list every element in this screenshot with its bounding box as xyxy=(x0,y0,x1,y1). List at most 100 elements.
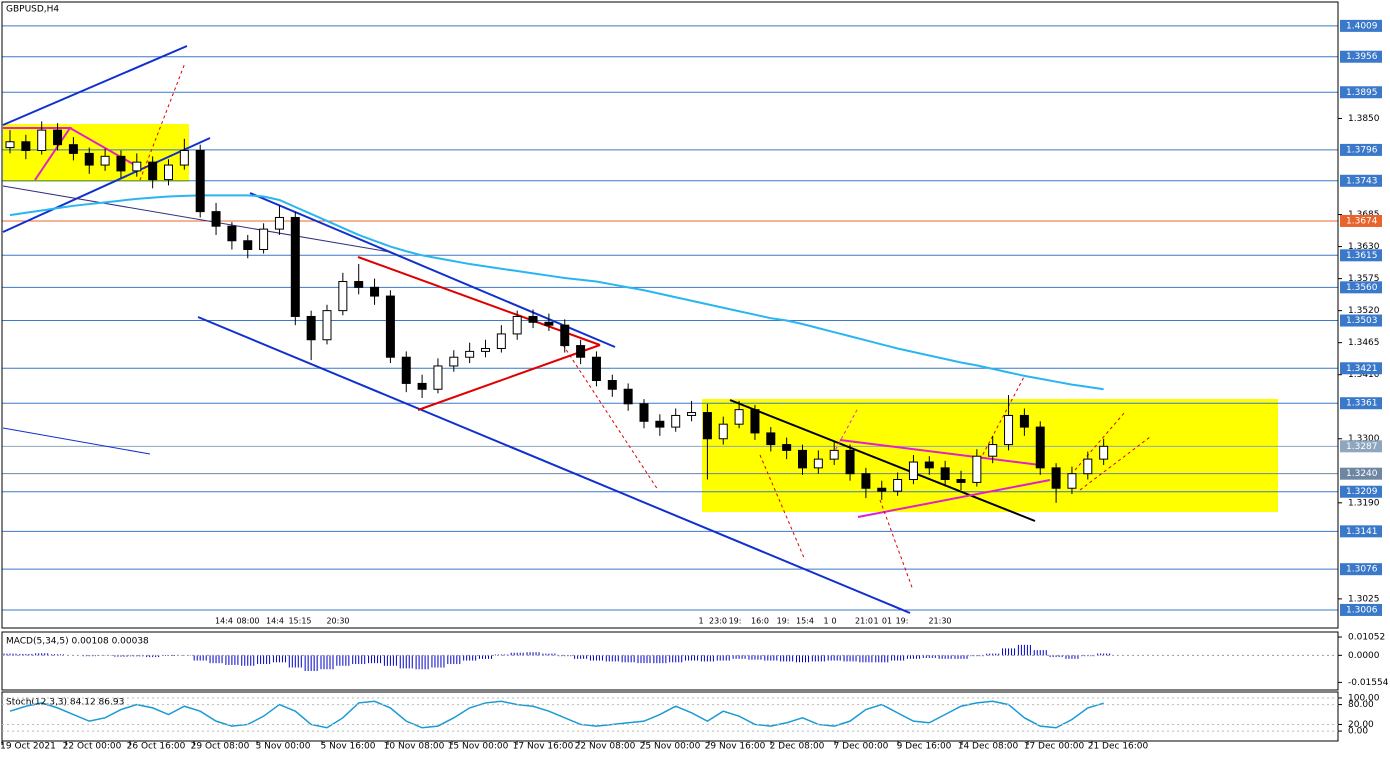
level-label-box xyxy=(1340,214,1382,227)
macd-label: MACD(5,34,5) 0.00108 0.00038 xyxy=(6,637,149,647)
candle-body xyxy=(322,310,332,341)
candle-body xyxy=(829,449,839,460)
candle-body xyxy=(798,449,807,469)
candle xyxy=(1051,463,1061,503)
trend-line xyxy=(2,185,391,253)
candle-body xyxy=(924,461,934,469)
levels xyxy=(2,25,1338,611)
level-label-box xyxy=(1340,485,1382,498)
candle-body xyxy=(1083,458,1093,475)
level-label: 1.3796 xyxy=(1346,145,1378,155)
candle-body xyxy=(560,324,570,347)
level-label-box xyxy=(1340,174,1382,187)
level-label-box xyxy=(1340,397,1382,410)
drawings xyxy=(2,45,1151,614)
candle xyxy=(766,427,776,452)
trend-line xyxy=(2,427,151,455)
candle-body xyxy=(354,281,364,288)
x-tick-label: 17 Dec 00:00 xyxy=(1024,742,1085,752)
candle-body xyxy=(528,315,538,323)
x-tick-label: 21 Dec 16:00 xyxy=(1088,742,1149,752)
candle xyxy=(813,450,823,474)
level-label-box xyxy=(1340,525,1382,538)
candle xyxy=(53,123,63,151)
candle-body xyxy=(116,155,126,172)
candle xyxy=(687,400,697,422)
y-tick-label: 1.3465 xyxy=(1348,338,1380,348)
candle-body xyxy=(401,356,411,384)
time-marker: 15:4 xyxy=(796,617,814,626)
candle xyxy=(417,374,427,398)
x-tick-label: 14 Dec 08:00 xyxy=(958,742,1019,752)
candle xyxy=(306,310,316,361)
candle-body xyxy=(227,225,237,242)
x-tick-label: 22 Nov 08:00 xyxy=(575,742,636,752)
candle-body xyxy=(702,412,712,440)
triangle-line xyxy=(357,256,601,346)
time-marker: 01 xyxy=(882,617,892,626)
level-label: 1.3956 xyxy=(1346,52,1378,62)
candle xyxy=(782,437,792,460)
candle-body xyxy=(576,345,586,358)
level-label-box xyxy=(1340,314,1382,327)
candle xyxy=(195,144,205,218)
candle-body xyxy=(845,449,855,475)
time-marker: 14:4 xyxy=(215,617,233,626)
candle xyxy=(861,467,871,499)
time-marker: 08:00 xyxy=(236,617,259,626)
candle-body xyxy=(671,414,681,428)
candle xyxy=(496,325,506,353)
x-tick-label: 26 Oct 16:00 xyxy=(127,742,186,752)
level-label: 1.3895 xyxy=(1346,88,1378,98)
level-label-box xyxy=(1340,143,1382,156)
trend-line xyxy=(2,45,188,126)
level-label: 1.3503 xyxy=(1346,316,1378,326)
candle xyxy=(829,441,839,465)
candle xyxy=(433,358,443,394)
candle xyxy=(972,449,982,487)
time-marker: 1 xyxy=(698,617,703,626)
pattern-line xyxy=(3,126,141,181)
candle-body xyxy=(766,432,776,446)
candle-body xyxy=(481,347,490,352)
candle-body xyxy=(164,164,173,181)
candle xyxy=(671,408,681,432)
level-label: 1.3287 xyxy=(1346,442,1378,452)
candle-body xyxy=(782,444,792,451)
time-marker: 19: xyxy=(729,617,742,626)
y-tick-label: 1.3850 xyxy=(1348,114,1380,124)
candle xyxy=(702,403,712,480)
x-tick-label: 3 Nov 00:00 xyxy=(256,742,311,752)
candle xyxy=(734,400,744,429)
level-label-box xyxy=(1340,467,1382,480)
candle xyxy=(655,414,665,436)
candle xyxy=(481,339,490,358)
candle xyxy=(623,383,633,411)
level-label: 1.3141 xyxy=(1346,527,1378,537)
candle xyxy=(274,205,284,235)
candle-body xyxy=(132,161,142,172)
candle-body xyxy=(591,356,601,382)
candle xyxy=(544,313,554,332)
candle-body xyxy=(465,350,475,358)
candle xyxy=(940,460,950,487)
candle xyxy=(908,455,918,485)
stoch-tick-label: 20.00 xyxy=(1348,720,1374,730)
stoch-pane-frame xyxy=(1,691,1339,742)
candle-body xyxy=(21,141,31,151)
trend-line xyxy=(729,399,1036,522)
candle-body xyxy=(750,409,760,434)
level-label-box xyxy=(1340,249,1382,262)
candle-body xyxy=(988,444,998,457)
x-tick-label: 7 Dec 00:00 xyxy=(834,742,889,752)
y-tick-label: 1.3575 xyxy=(1348,274,1380,284)
time-marker: 23:0 xyxy=(709,617,727,626)
stoch-tick-label: 80.00 xyxy=(1348,700,1374,710)
x-tick-label: 9 Dec 16:00 xyxy=(897,742,952,752)
time-marker: 19: xyxy=(896,617,909,626)
candle-body xyxy=(449,356,459,367)
level-label-box xyxy=(1340,362,1382,375)
y-tick-label: 1.3300 xyxy=(1348,434,1380,444)
